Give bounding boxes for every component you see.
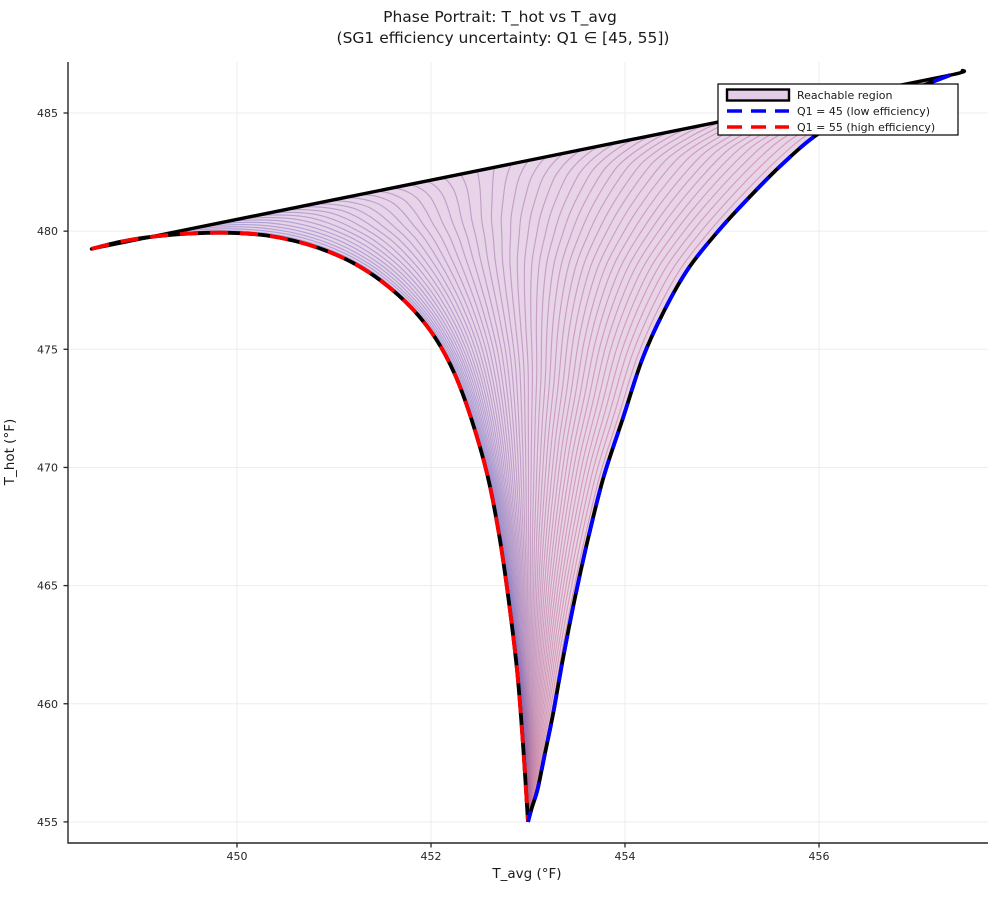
trajectory-lines xyxy=(108,78,933,823)
y-axis-label: T_hot (°F) xyxy=(2,419,18,486)
trajectory-curve xyxy=(527,142,618,822)
y-tick-label: 480 xyxy=(37,225,58,238)
trajectory-curve xyxy=(523,152,565,822)
trajectory-curve xyxy=(371,191,529,822)
y-tick-label: 460 xyxy=(37,698,58,711)
trajectory-curve xyxy=(336,197,529,822)
trajectory-curve xyxy=(389,187,529,822)
chart-title-line1: Phase Portrait: T_hot vs T_avg xyxy=(383,8,617,27)
trajectory-curve xyxy=(527,131,670,822)
y-tick-label: 475 xyxy=(37,343,58,356)
trajectory-curve xyxy=(527,145,600,822)
trajectory-curve xyxy=(424,180,529,822)
trajectory-curve xyxy=(441,177,529,822)
legend-swatch-region xyxy=(725,88,791,102)
legend: Reachable region Q1 = 45 (low efficiency)… xyxy=(717,83,959,136)
trajectory-curve xyxy=(527,120,723,822)
trajectory-curve xyxy=(527,117,740,822)
q1-55-curve xyxy=(91,230,530,823)
x-tick-label: 452 xyxy=(421,850,442,863)
tick-labels: 450 452 454 456 455 460 465 470 475 480 485 xyxy=(37,107,830,863)
trajectory-curve xyxy=(527,99,828,822)
y-tick-label: 485 xyxy=(37,107,58,120)
trajectory-curve xyxy=(527,124,705,822)
reachable-region xyxy=(91,75,950,822)
trajectory-curve xyxy=(527,106,793,822)
trajectory-curve xyxy=(490,167,529,822)
trajectory-curve xyxy=(527,110,775,822)
y-tick-label: 465 xyxy=(37,580,58,593)
y-tick-label: 470 xyxy=(37,461,58,474)
trajectory-curve xyxy=(527,95,846,822)
trajectory-curve xyxy=(527,127,688,822)
trajectory-curve xyxy=(509,159,530,822)
trajectory-curve xyxy=(527,134,653,822)
axis-spines xyxy=(67,62,988,844)
x-axis-label: T_avg (°F) xyxy=(491,866,561,882)
trajectory-curve xyxy=(354,194,529,822)
trajectory-curve xyxy=(406,184,529,822)
y-tick-label: 455 xyxy=(37,816,58,829)
axes xyxy=(63,62,988,848)
trajectory-curve xyxy=(527,149,583,822)
legend-label: Q1 = 55 (high efficiency) xyxy=(797,121,935,134)
chart-title-line2: (SG1 efficiency uncertainty: Q1 ∈ [45, 5… xyxy=(337,29,670,47)
trajectory-curve xyxy=(476,170,529,822)
trajectory-curve xyxy=(527,113,758,822)
trajectory-curve xyxy=(516,156,548,822)
trajectory-curve xyxy=(527,138,635,822)
trajectory-curve xyxy=(459,173,529,822)
trajectory-curve xyxy=(527,103,811,822)
reachable-region-fill xyxy=(91,75,950,822)
legend-label: Reachable region xyxy=(797,89,893,102)
legend-label: Q1 = 45 (low efficiency) xyxy=(797,105,930,118)
x-tick-label: 454 xyxy=(615,850,636,863)
x-tick-label: 450 xyxy=(227,850,248,863)
trajectory-curve xyxy=(500,163,529,822)
x-tick-label: 456 xyxy=(809,850,830,863)
trajectory-curve xyxy=(319,200,529,822)
